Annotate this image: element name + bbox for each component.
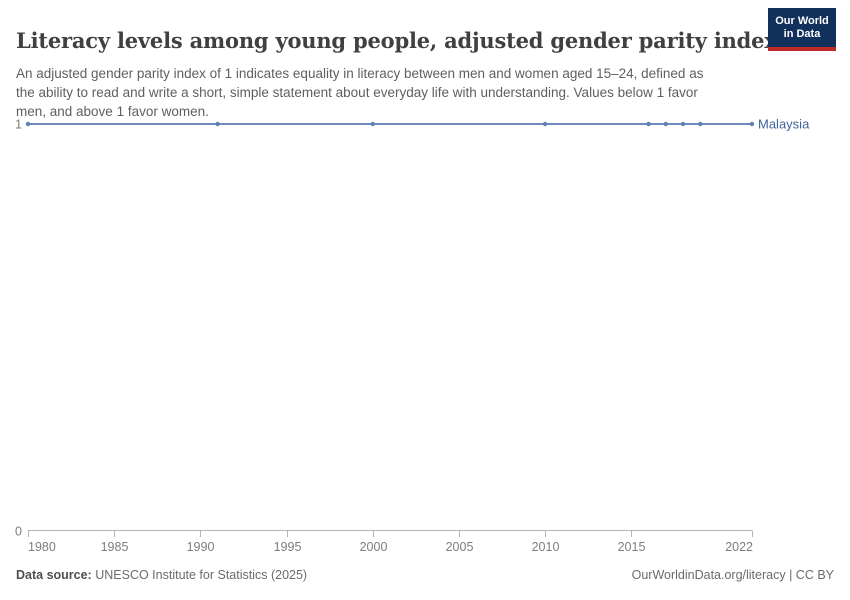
chart-subtitle: An adjusted gender parity index of 1 ind… <box>16 65 704 119</box>
x-axis-tick-label: 2022 <box>725 540 753 554</box>
data-source-label: Data source: <box>16 568 92 582</box>
owid-logo[interactable]: Our World in Data <box>768 8 836 51</box>
data-point[interactable] <box>680 121 686 127</box>
owid-logo-text: Our World in Data <box>775 14 829 40</box>
x-axis-tick-label: 1980 <box>28 540 56 554</box>
x-axis-tick-label: 1995 <box>274 540 302 554</box>
x-axis-tick-label: 2015 <box>618 540 646 554</box>
data-source-value[interactable]: UNESCO Institute for Statistics (2025) <box>95 568 308 582</box>
data-point[interactable] <box>749 121 755 127</box>
data-point[interactable] <box>646 121 651 127</box>
data-point[interactable] <box>215 121 220 127</box>
y-axis-tick-label: 0 <box>15 525 22 539</box>
x-axis-tick-label: 1990 <box>187 540 215 554</box>
data-point[interactable] <box>370 121 375 127</box>
data-source: Data source: UNESCO Institute for Statis… <box>16 568 307 582</box>
data-point[interactable] <box>25 121 31 127</box>
owid-logo-red-bar <box>768 47 836 51</box>
page-title: Literacy levels among young people, adju… <box>16 28 777 54</box>
x-axis-tick-label: 2005 <box>446 540 474 554</box>
y-axis-tick-label: 1 <box>15 118 22 132</box>
attribution-link[interactable]: OurWorldinData.org/literacy | CC BY <box>631 568 834 582</box>
series-label-malaysia[interactable]: Malaysia <box>758 117 810 132</box>
x-axis-tick-label: 2010 <box>532 540 560 554</box>
x-axis-tick-label: 1985 <box>101 540 129 554</box>
data-point[interactable] <box>698 121 703 127</box>
chart-footer: Data source: UNESCO Institute for Statis… <box>16 568 834 582</box>
x-axis-tick-label: 2000 <box>360 540 388 554</box>
data-point[interactable] <box>542 121 548 127</box>
data-point[interactable] <box>663 121 668 127</box>
